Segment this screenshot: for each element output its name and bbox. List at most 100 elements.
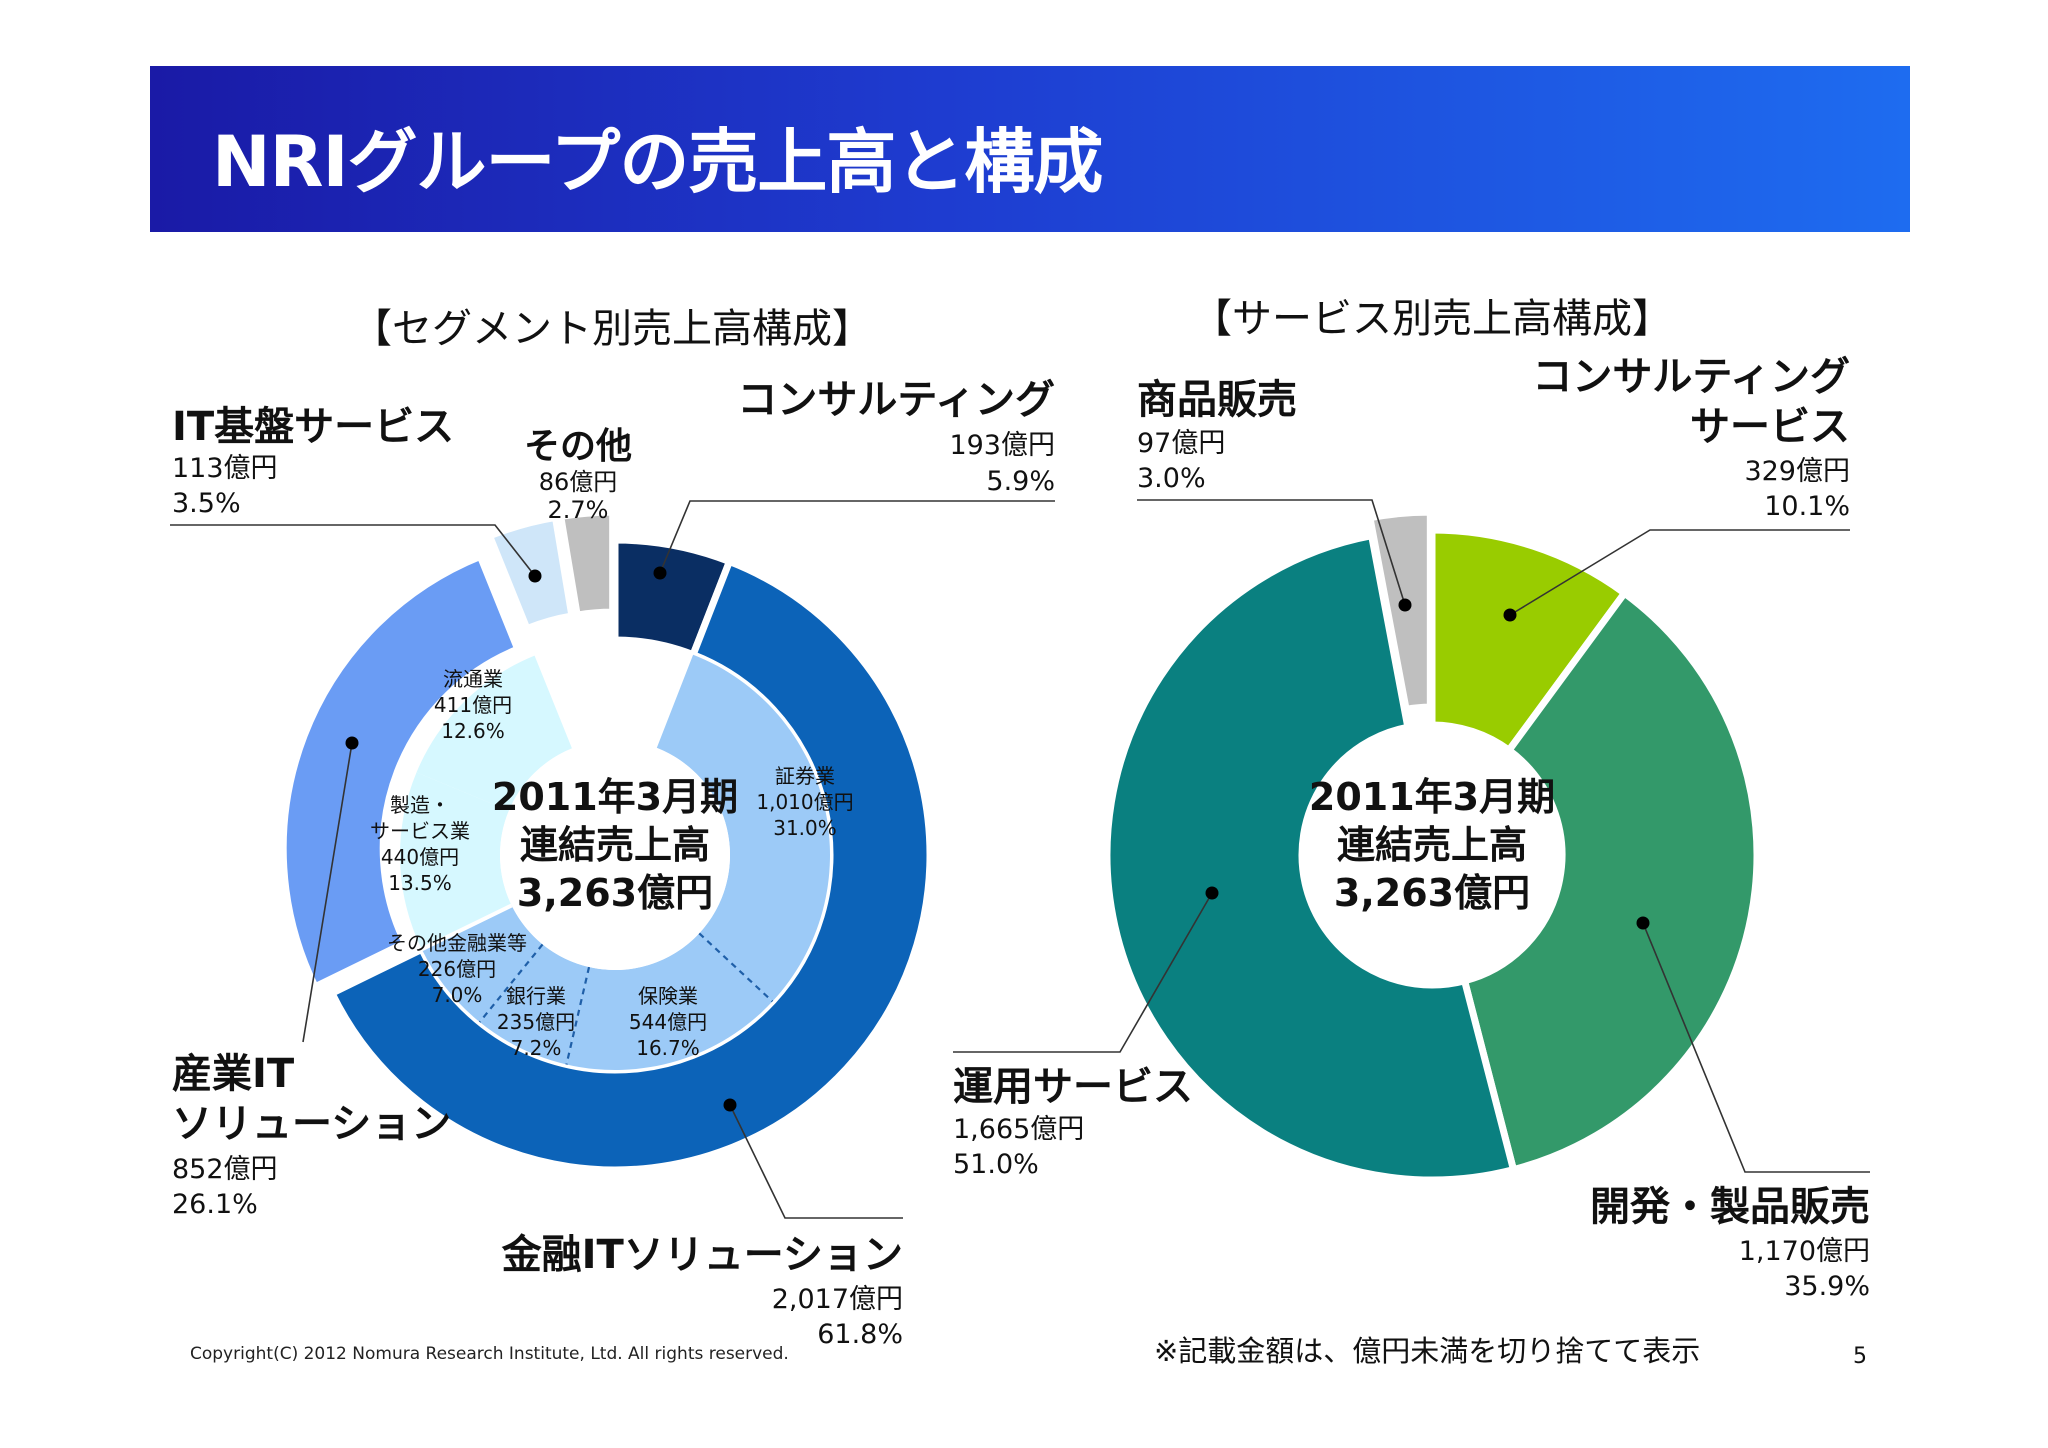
segment-consulting-marker-dot bbox=[653, 566, 667, 580]
segment-inner-separator-dashed-1 bbox=[565, 966, 591, 1065]
service-center-label: 連結売上高 bbox=[1337, 823, 1527, 867]
service-label-products-name: 商品販売 bbox=[1137, 377, 1297, 423]
service-label-operations-name: 運用サービス bbox=[953, 1064, 1193, 1110]
segment-label-industrial-name-1: 産業IT bbox=[172, 1051, 295, 1097]
segment-label-itinfra-name: IT基盤サービス bbox=[172, 404, 454, 450]
service-chart-title: 【サービス別売上高構成】 bbox=[1192, 296, 1672, 342]
segment-inner-label-5-line-0: 流通業 bbox=[443, 667, 503, 691]
segment-industrial-leader-line bbox=[302, 742, 353, 1043]
copyright-text: Copyright(C) 2012 Nomura Research Instit… bbox=[190, 1344, 789, 1364]
segment-inner-label-3-line-0: その他金融業等 bbox=[387, 931, 527, 955]
segment-center-label: 連結売上高 bbox=[520, 823, 710, 867]
service-label-products-percent: 3.0% bbox=[1137, 463, 1206, 494]
segment-inner-label-4-line-3: 13.5% bbox=[388, 871, 452, 895]
service-arc-1 bbox=[1460, 588, 1761, 1174]
service-operations-leader-line bbox=[953, 892, 1213, 1053]
segment-inner-label-1-line-2: 16.7% bbox=[636, 1036, 700, 1060]
segment-inner-separator-dashed-0 bbox=[698, 932, 774, 1003]
segment-inner-label-5-line-1: 411億円 bbox=[434, 693, 512, 717]
service-label-operations-percent: 51.0% bbox=[953, 1149, 1039, 1180]
service-products-marker-dot bbox=[1398, 598, 1412, 612]
segment-label-financial-percent: 61.8% bbox=[817, 1319, 903, 1350]
segment-outer-slice-4 bbox=[556, 508, 617, 620]
segment-inner-label-0-line-0: 証券業 bbox=[775, 764, 835, 788]
segment-label-itinfra-percent: 3.5% bbox=[172, 488, 241, 519]
segment-inner-label-2-line-2: 7.2% bbox=[511, 1036, 562, 1060]
segment-inner-label-1-line-1: 544億円 bbox=[629, 1010, 707, 1034]
segment-outer-arc-2 bbox=[279, 551, 523, 992]
segment-center-total: 3,263億円 bbox=[517, 871, 713, 915]
service-consulting-leader-line bbox=[1509, 529, 1850, 616]
segment-label-other-name: その他 bbox=[524, 426, 632, 467]
segment-inner-label-3-line-2: 7.0% bbox=[432, 983, 483, 1007]
segment-outer-slice-2 bbox=[279, 551, 523, 992]
segment-center-period: 2011年3月期 bbox=[492, 775, 738, 819]
segment-label-industrial-percent: 26.1% bbox=[172, 1189, 258, 1220]
service-label-operations-amount: 1,665億円 bbox=[953, 1114, 1084, 1145]
footnote: ※記載金額は、億円未満を切り捨てて表示 bbox=[1154, 1334, 1701, 1368]
service-slice-1 bbox=[1460, 588, 1761, 1174]
segment-industrial-marker-dot bbox=[345, 736, 359, 750]
segment-financial-leader-line bbox=[729, 1104, 903, 1219]
service-development-leader-line bbox=[1642, 922, 1870, 1173]
segment-label-consulting-percent: 5.9% bbox=[986, 466, 1055, 497]
segment-inner-label-4-line-1: サービス業 bbox=[370, 819, 470, 843]
service-label-consulting-name-1: コンサルティング bbox=[1532, 354, 1850, 400]
segment-inner-label-0-line-1: 1,010億円 bbox=[756, 790, 853, 814]
service-arc-2 bbox=[1103, 531, 1518, 1184]
segment-label-itinfra-amount: 113億円 bbox=[172, 453, 278, 484]
segment-label-industrial-name-2: ソリューション bbox=[172, 1101, 451, 1147]
service-slice-0 bbox=[1428, 526, 1630, 756]
segment-inner-label-3-line-1: 226億円 bbox=[418, 957, 496, 981]
segment-donut-hole bbox=[500, 740, 730, 970]
service-products-leader-line bbox=[1137, 499, 1406, 606]
segment-inner-slice-5 bbox=[416, 655, 572, 811]
service-label-development-name: 開発・製品販売 bbox=[1590, 1184, 1870, 1230]
segment-inner-slice-4 bbox=[400, 772, 512, 950]
service-arc-0 bbox=[1428, 526, 1630, 756]
segment-label-consulting-name: コンサルティング bbox=[737, 377, 1055, 423]
segment-inner-label-2-line-0: 銀行業 bbox=[506, 984, 566, 1008]
segment-inner-label-4-line-2: 440億円 bbox=[381, 845, 459, 869]
service-label-consulting-amount: 329億円 bbox=[1744, 456, 1850, 487]
title-bar: NRIグループの売上高と構成 bbox=[150, 66, 1910, 232]
service-slice-3 bbox=[1365, 508, 1434, 714]
segment-label-other-amount: 86億円 bbox=[539, 468, 618, 496]
service-label-consulting-name-2: サービス bbox=[1690, 404, 1850, 450]
segment-inner-separator-0 bbox=[420, 903, 513, 952]
service-slice-2 bbox=[1103, 531, 1518, 1184]
segment-label-other-percent: 2.7% bbox=[548, 496, 609, 524]
segment-label-financial-amount: 2,017億円 bbox=[772, 1284, 903, 1315]
segment-itinfra-marker-dot bbox=[528, 569, 542, 583]
service-operations-marker-dot bbox=[1205, 886, 1219, 900]
segment-consulting-leader-line bbox=[659, 500, 1055, 574]
segment-inner-slice-2 bbox=[479, 944, 590, 1065]
service-label-products-amount: 97億円 bbox=[1137, 428, 1225, 459]
segment-outer-arc-4 bbox=[556, 508, 617, 620]
segment-chart-title: 【セグメント別売上高構成】 bbox=[352, 306, 872, 352]
service-label-consulting-percent: 10.1% bbox=[1764, 491, 1850, 522]
segment-inner-label-1-line-0: 保険業 bbox=[638, 984, 698, 1008]
segment-label-consulting-amount: 193億円 bbox=[949, 430, 1055, 461]
segment-inner-label-2-line-1: 235億円 bbox=[497, 1010, 575, 1034]
segment-inner-label-4-line-0: 製造・ bbox=[390, 793, 450, 817]
service-label-development-amount: 1,170億円 bbox=[1739, 1236, 1870, 1267]
segment-inner-slice-0 bbox=[656, 654, 830, 1002]
service-center-total: 3,263億円 bbox=[1334, 871, 1530, 915]
segment-label-industrial-amount: 852億円 bbox=[172, 1154, 278, 1185]
service-consulting-marker-dot bbox=[1503, 608, 1517, 622]
service-center-period: 2011年3月期 bbox=[1309, 775, 1555, 819]
service-label-development-percent: 35.9% bbox=[1784, 1271, 1870, 1302]
segment-financial-marker-dot bbox=[723, 1098, 737, 1112]
segment-inner-label-0-line-2: 31.0% bbox=[773, 816, 837, 840]
page-number: 5 bbox=[1853, 1344, 1867, 1369]
segment-inner-slice-1 bbox=[566, 933, 773, 1070]
segment-label-financial-name: 金融ITソリューション bbox=[501, 1232, 903, 1278]
segment-itinfra-leader-line bbox=[170, 524, 536, 577]
page-title: NRIグループの売上高と構成 bbox=[212, 121, 1103, 203]
segment-inner-separator-dashed-2 bbox=[478, 943, 544, 1023]
service-development-marker-dot bbox=[1636, 916, 1650, 930]
segment-inner-label-5-line-2: 12.6% bbox=[441, 719, 505, 743]
service-arc-3 bbox=[1365, 508, 1434, 714]
